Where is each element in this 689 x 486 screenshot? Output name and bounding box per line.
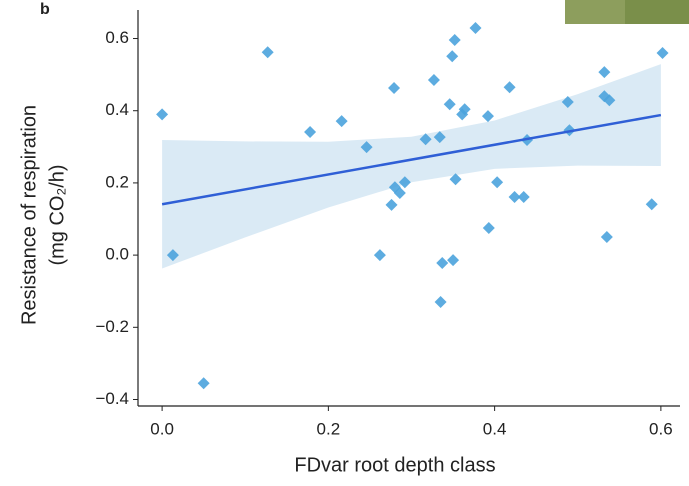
panel-label: b bbox=[40, 1, 50, 18]
x-tick-label: 0.2 bbox=[317, 419, 341, 438]
x-tick-label: 0.0 bbox=[150, 419, 174, 438]
data-point bbox=[434, 296, 447, 309]
confidence-band bbox=[162, 64, 661, 269]
data-point bbox=[261, 46, 274, 59]
data-point bbox=[304, 126, 317, 139]
x-axis-title: FDvar root depth class bbox=[294, 454, 495, 476]
data-point bbox=[600, 231, 613, 244]
data-point bbox=[517, 190, 530, 203]
data-point bbox=[360, 141, 373, 154]
data-point bbox=[503, 81, 516, 94]
data-point bbox=[449, 173, 462, 186]
data-point bbox=[388, 81, 401, 94]
data-point bbox=[166, 249, 179, 262]
data-point bbox=[156, 108, 169, 121]
data-point bbox=[398, 176, 411, 189]
y-axis-title: Resistance of respiration bbox=[18, 105, 40, 325]
data-point bbox=[458, 103, 471, 116]
data-point bbox=[197, 377, 210, 390]
data-point bbox=[448, 33, 461, 46]
y-tick-label: −0.4 bbox=[95, 389, 129, 408]
regression-line bbox=[161, 113, 662, 206]
data-point bbox=[419, 133, 432, 146]
data-point bbox=[393, 187, 406, 200]
data-point bbox=[482, 222, 495, 235]
x-tick-label: 0.6 bbox=[649, 419, 673, 438]
y-tick-label: 0.6 bbox=[105, 28, 129, 47]
photo-detail bbox=[565, 0, 625, 24]
data-point bbox=[335, 115, 348, 128]
data-point bbox=[603, 94, 616, 107]
y-axis-title: (mg CO₂/h) bbox=[46, 164, 68, 265]
data-point bbox=[508, 190, 521, 203]
data-point bbox=[656, 46, 669, 59]
data-point bbox=[645, 198, 658, 211]
data-point bbox=[481, 110, 494, 123]
data-point bbox=[373, 249, 386, 262]
data-point bbox=[385, 198, 398, 211]
y-tick-label: 0.2 bbox=[105, 172, 129, 191]
data-point bbox=[447, 254, 460, 267]
data-point bbox=[561, 96, 574, 109]
data-point bbox=[491, 176, 504, 189]
y-tick-label: 0.0 bbox=[105, 245, 129, 264]
data-point bbox=[598, 66, 611, 79]
data-point bbox=[427, 74, 440, 87]
y-tick-label: −0.2 bbox=[95, 317, 129, 336]
y-tick-label: 0.4 bbox=[105, 100, 129, 119]
x-tick-label: 0.4 bbox=[483, 419, 507, 438]
data-point bbox=[443, 98, 456, 111]
data-point bbox=[433, 131, 446, 144]
data-point bbox=[436, 257, 449, 270]
data-point bbox=[469, 22, 482, 35]
data-point bbox=[446, 50, 459, 63]
